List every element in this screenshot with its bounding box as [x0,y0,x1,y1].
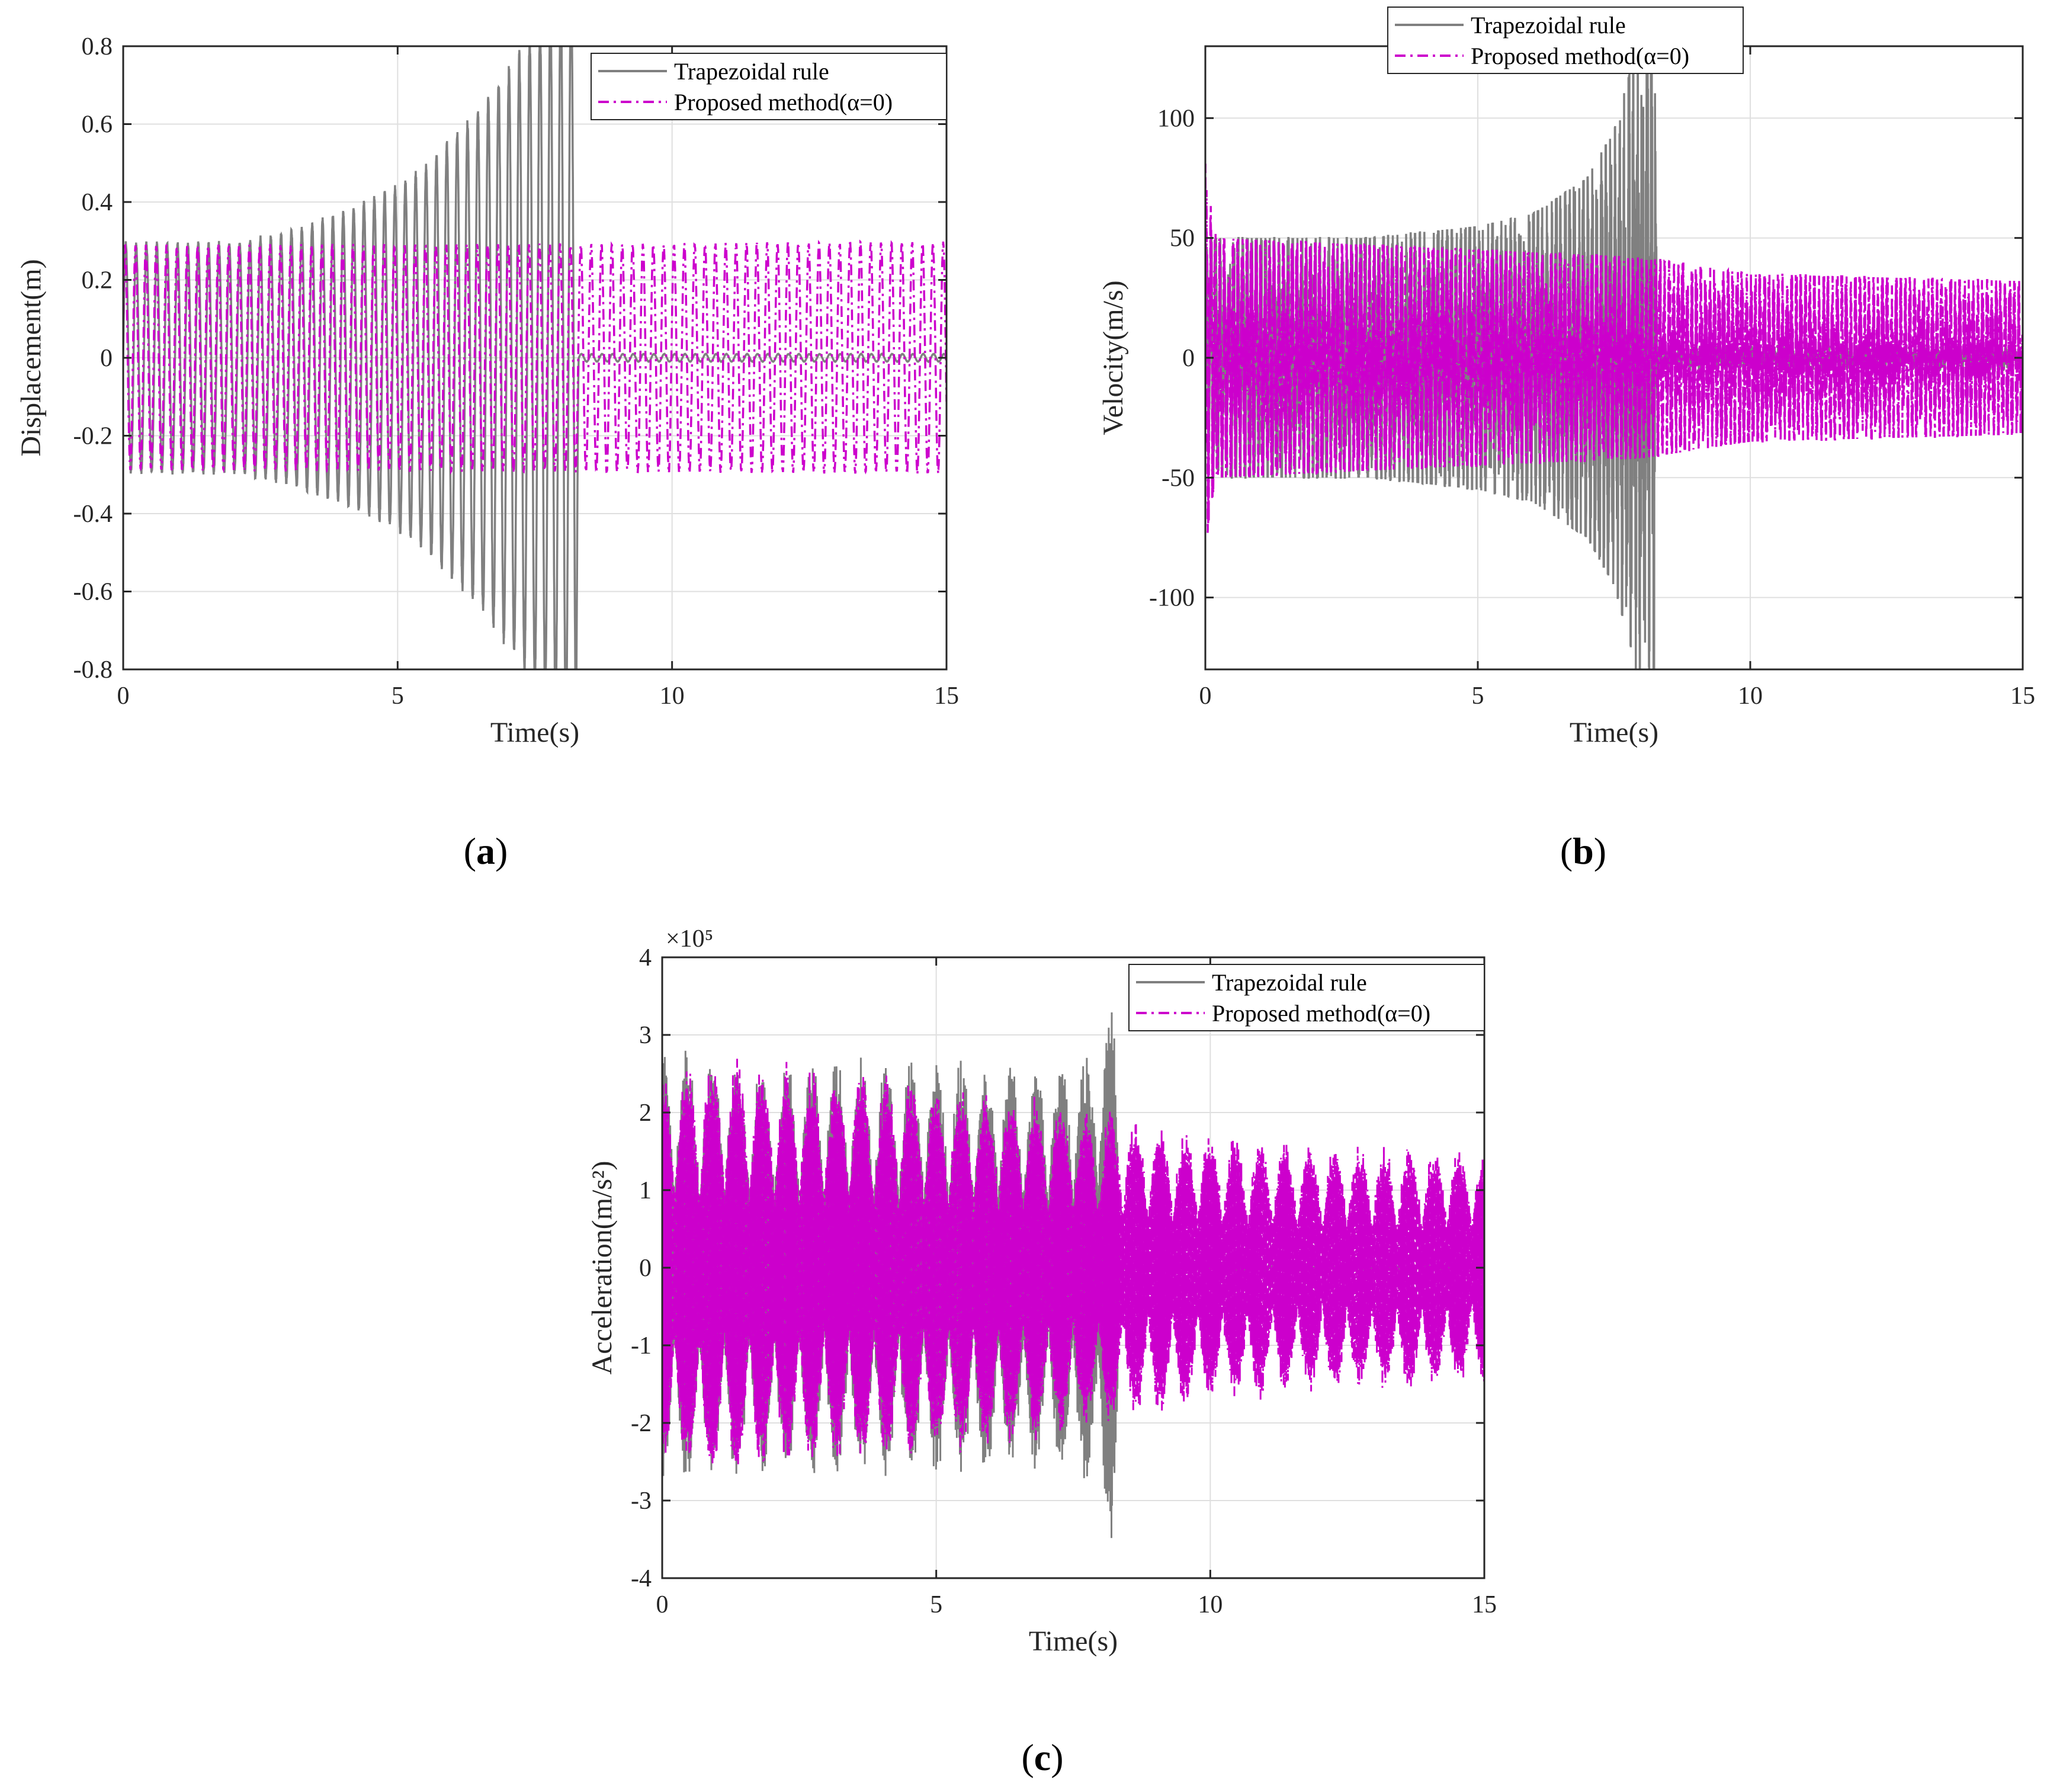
panel-label: (b) [1560,830,1606,872]
y-tick-label: 0.6 [82,111,113,139]
y-tick-label: -50 [1162,464,1195,492]
y-tick-label: 4 [639,944,652,972]
series-line-proposed-method [662,1059,1484,1466]
panel-label-open: ( [1021,1736,1034,1778]
y-tick-label: 50 [1170,225,1195,252]
y-tick-label: -0.2 [73,423,113,450]
series-line-proposed-method [1205,164,2023,533]
legend-box [591,53,947,120]
x-tick-label: 10 [1198,1591,1223,1618]
panel-label-close: ) [1051,1736,1063,1778]
x-tick-label: 0 [656,1591,669,1618]
legend: Trapezoidal rule Proposed method(α=0) [591,53,947,120]
x-tick-label: 10 [660,682,685,710]
y-axis-label: Acceleration(m/s²) [586,1161,618,1375]
series-line-trapezoidal-rule [123,46,947,669]
y-tick-label: 100 [1157,105,1195,132]
x-axis-label: Time(s) [1029,1626,1118,1657]
x-tick-label: 5 [930,1591,942,1618]
y-exponent-label: ×10⁵ [666,925,713,953]
y-tick-label: -2 [631,1410,652,1437]
panel-a-displacement: 0 5 10 15 -0.8 -0.6 -0.4 -0.2 0 0.2 0.4 0.6 0.8 Time(… [15,33,959,872]
panel-label-close: ) [1594,830,1606,872]
y-tick-label: 0.4 [82,189,113,216]
y-tick-label: 0 [1182,345,1195,372]
data-layer [1205,46,2023,669]
y-axis-label: Velocity(m/s) [1098,280,1129,435]
series-line-proposed-method [123,238,947,477]
data-layer [123,46,947,669]
panel-c-acceleration: 0 5 10 15 -4 -3 -2 -1 0 1 2 3 4 ×10⁵ Time(s) Accelerati… [586,925,1497,1778]
panel-label-open: ( [1560,830,1573,872]
legend-entry-proposed-method: Proposed method(α=0) [674,89,893,116]
panel-label-letter: c [1034,1736,1051,1778]
legend-entry-trapezoidal-rule: Trapezoidal rule [674,58,829,85]
x-axis-label: Time(s) [490,717,579,748]
data-layer [662,1012,1484,1538]
legend-box [1128,964,1485,1031]
panel-label: (c) [1021,1736,1063,1778]
y-axis-label: Displacement(m) [15,259,47,456]
legend-entry-proposed-method: Proposed method(α=0) [1471,43,1689,69]
y-tick-label: -0.8 [73,656,113,684]
y-tick-label: 2 [639,1099,652,1127]
legend: Trapezoidal rule Proposed method(α=0) [1387,7,1744,74]
y-tick-label: -1 [631,1332,652,1360]
panel-label-letter: b [1573,830,1594,872]
legend-entry-proposed-method: Proposed method(α=0) [1212,1000,1430,1027]
y-tick-label: 0.8 [82,33,113,60]
x-tick-label: 5 [392,682,404,710]
y-tick-label: 0 [100,345,113,372]
x-tick-label: 10 [1738,682,1763,710]
y-tick-label: -0.4 [73,501,113,528]
y-tick-label: -3 [631,1488,652,1515]
y-tick-label: -0.6 [73,579,113,606]
y-tick-label: 3 [639,1022,652,1049]
x-tick-label: 15 [1472,1591,1497,1618]
y-tick-label: -100 [1149,585,1195,612]
x-tick-label: 0 [117,682,130,710]
panel-label-close: ) [495,830,508,872]
y-tick-label: 1 [639,1177,652,1204]
y-tick-label: -4 [631,1565,652,1592]
panel-b-velocity: 0 5 10 15 -100 -50 0 50 100 Time(s) Velocity(m/s) T… [1098,7,2035,872]
y-tick-label: 0 [639,1255,652,1282]
x-tick-label: 5 [1472,682,1484,710]
panel-label: (a) [464,830,508,872]
x-tick-label: 15 [934,682,959,710]
panel-label-open: ( [464,830,476,872]
legend-entry-trapezoidal-rule: Trapezoidal rule [1212,969,1367,996]
legend-entry-trapezoidal-rule: Trapezoidal rule [1471,12,1626,39]
panel-label-letter: a [476,830,495,872]
y-tick-label: 0.2 [82,267,113,294]
x-tick-label: 15 [2010,682,2035,710]
legend-box [1387,7,1744,74]
legend: Trapezoidal rule Proposed method(α=0) [1128,964,1485,1031]
x-tick-label: 0 [1199,682,1212,710]
x-axis-label: Time(s) [1570,717,1658,748]
